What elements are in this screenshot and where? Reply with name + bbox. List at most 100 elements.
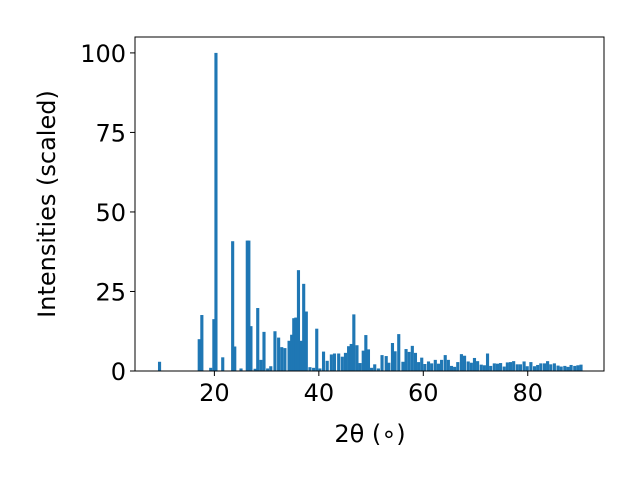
bar: [302, 283, 306, 371]
x-tick-label: 40: [304, 379, 335, 407]
bar: [312, 367, 316, 371]
bar: [433, 359, 437, 371]
bar: [249, 326, 253, 371]
bar: [390, 343, 395, 371]
bar: [462, 355, 467, 371]
bar: [549, 364, 553, 371]
bar: [489, 365, 493, 371]
bar: [563, 365, 567, 371]
bar: [476, 361, 480, 371]
bar: [542, 363, 547, 371]
bar: [370, 367, 374, 371]
x-axis-ticks: 20 40 60 80: [199, 371, 543, 407]
bar: [508, 362, 513, 371]
bar: [410, 345, 414, 371]
bars-group: [157, 52, 583, 372]
bar: [253, 368, 257, 371]
x-tick-label: 60: [408, 379, 439, 407]
bar: [361, 350, 365, 371]
bar: [459, 354, 463, 371]
bar: [347, 346, 351, 371]
bar: [430, 363, 434, 371]
bar: [231, 241, 235, 371]
bar: [479, 364, 483, 371]
y-axis-label: Intensities (scaled): [33, 90, 61, 318]
bar: [337, 353, 341, 371]
bar: [579, 364, 583, 371]
bar: [380, 355, 384, 371]
bar: [358, 363, 362, 371]
bar: [413, 352, 418, 371]
bar: [559, 366, 563, 371]
bar: [343, 352, 348, 371]
bar: [576, 365, 580, 371]
bar: [446, 359, 450, 371]
bar: [573, 365, 577, 371]
bar: [245, 240, 249, 371]
bar: [315, 328, 319, 371]
bar: [566, 366, 570, 371]
bar: [292, 318, 296, 371]
bar: [404, 349, 408, 371]
bar: [273, 331, 277, 371]
bar: [472, 357, 477, 371]
bar: [443, 355, 447, 371]
y-tick-label: 0: [111, 358, 126, 386]
bar: [453, 366, 457, 371]
bar: [321, 351, 326, 371]
bar: [349, 343, 353, 371]
bar: [552, 363, 556, 371]
bar: [525, 366, 529, 371]
bar: [329, 354, 333, 371]
bar: [466, 361, 470, 371]
bar: [556, 365, 560, 371]
bar: [522, 361, 526, 371]
bar: [518, 364, 522, 371]
bar: [469, 362, 473, 371]
bar: [376, 368, 380, 371]
bar: [299, 340, 303, 371]
bar: [296, 270, 301, 371]
bar: [308, 367, 312, 371]
bar: [423, 364, 427, 371]
bar: [569, 364, 573, 371]
bar: [266, 368, 270, 371]
bar: [546, 361, 550, 371]
bar: [393, 351, 397, 371]
bar: [373, 364, 377, 371]
bar: [364, 335, 368, 371]
bar: [287, 340, 291, 371]
bar: [502, 366, 506, 371]
y-tick-label: 75: [95, 119, 126, 147]
bar: [539, 363, 543, 371]
x-tick-label: 80: [512, 379, 543, 407]
bar: [529, 362, 533, 371]
bar: [512, 361, 516, 371]
bar: [532, 366, 537, 371]
bar: [247, 240, 251, 371]
bar: [239, 368, 243, 371]
bar: [440, 359, 444, 371]
bar: [221, 357, 225, 371]
bar: [449, 365, 454, 371]
x-tick-label: 20: [199, 379, 230, 407]
bar: [397, 334, 401, 371]
bar: [256, 308, 260, 371]
bar: [401, 361, 405, 371]
y-tick-label: 50: [95, 199, 126, 227]
bar: [505, 362, 509, 371]
bar: [259, 359, 263, 371]
bar: [200, 315, 204, 371]
bar: [277, 337, 281, 371]
bar: [352, 314, 356, 371]
bar: [214, 52, 218, 372]
bar: [485, 353, 490, 371]
bar: [492, 363, 496, 371]
bar: [294, 317, 298, 371]
bar: [233, 346, 237, 371]
plot-frame: [134, 36, 605, 372]
bar: [325, 360, 329, 371]
bar: [384, 356, 388, 371]
bar: [515, 364, 519, 371]
bar: [283, 348, 287, 371]
